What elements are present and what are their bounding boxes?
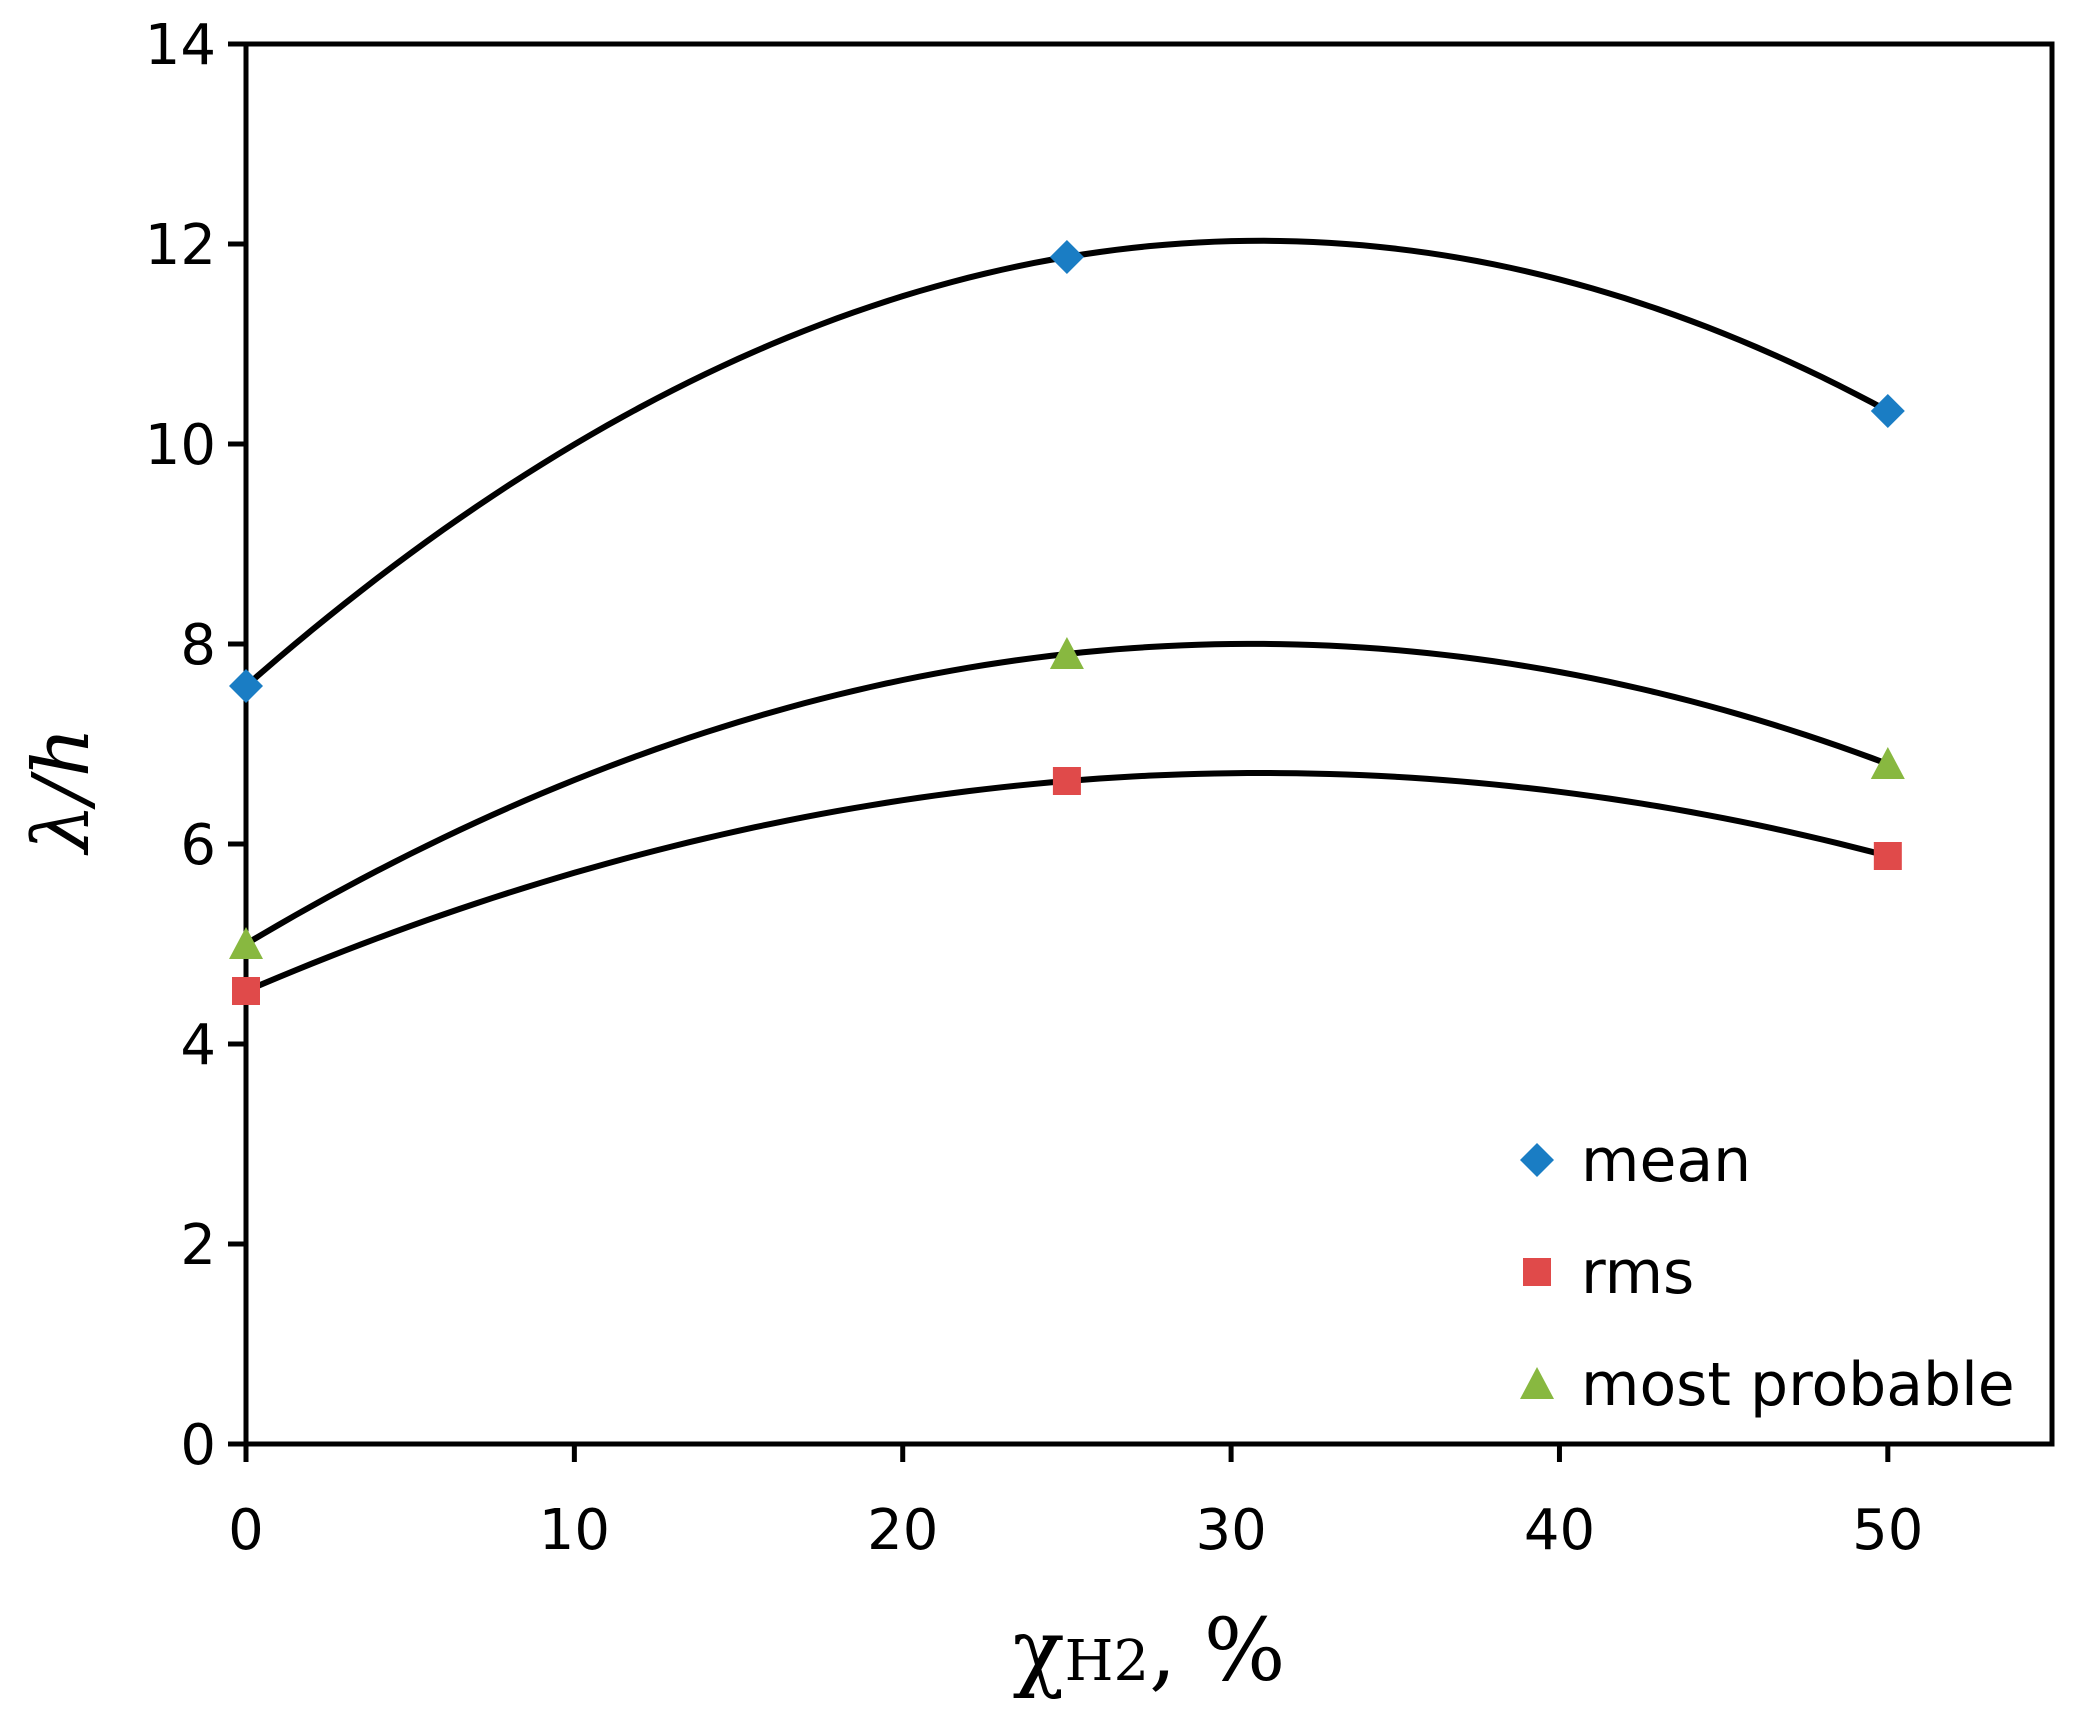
trendlines — [244, 237, 1890, 994]
plot-area-frame — [243, 41, 2055, 1447]
y-axis-title: λ/h — [17, 727, 107, 856]
point-rms — [232, 977, 260, 1005]
point-rms — [1873, 842, 1902, 870]
x-tick-label: 30 — [1195, 1498, 1266, 1563]
legend-marker-rms — [1523, 1258, 1551, 1286]
x-tick-label: 10 — [539, 1498, 610, 1563]
x-tick-label: 0 — [228, 1498, 264, 1563]
axis-tick-labels: 0 2 4 6 8 10 12 14 0 10 20 30 40 50 — [145, 13, 1924, 1563]
y-tick-label: 10 — [145, 413, 216, 478]
legend-label-mean: mean — [1581, 1126, 1751, 1196]
point-mean — [229, 669, 263, 703]
point-mean — [1870, 394, 1905, 428]
y-tick-label: 6 — [180, 813, 216, 878]
point-most-probable — [1049, 637, 1084, 669]
legend-label-rms: rms — [1581, 1238, 1694, 1308]
axis-ticks — [228, 41, 1891, 1462]
y-tick-label: 4 — [180, 1013, 216, 1078]
trendline-rms — [244, 770, 1889, 994]
legend-marker-mean — [1520, 1143, 1554, 1177]
y-tick-label: 14 — [145, 13, 216, 78]
data-markers — [229, 240, 1905, 1005]
point-mean — [1049, 240, 1084, 274]
x-axis-title-symbol: χ — [1013, 1601, 1065, 1701]
point-most-probable — [1870, 747, 1905, 779]
trendline-mean — [244, 237, 1890, 689]
y-tick-label: 12 — [145, 213, 216, 278]
point-rms — [1052, 767, 1081, 795]
legend: mean rms most probable — [1520, 1126, 2015, 1420]
x-axis-title-subscript: H2 — [1065, 1629, 1149, 1694]
x-axis-title: χH2, % — [1013, 1601, 1286, 1701]
y-tick-label: 2 — [180, 1213, 216, 1278]
y-tick-label: 0 — [180, 1413, 216, 1478]
legend-label-most-probable: most probable — [1581, 1350, 2015, 1420]
x-tick-label: 40 — [1524, 1498, 1595, 1563]
x-tick-label: 20 — [867, 1498, 938, 1563]
point-most-probable — [229, 927, 263, 959]
x-axis-title-suffix: , % — [1149, 1601, 1285, 1701]
legend-marker-most-probable — [1520, 1367, 1554, 1399]
x-tick-label: 50 — [1852, 1498, 1923, 1563]
y-tick-label: 8 — [180, 613, 216, 678]
